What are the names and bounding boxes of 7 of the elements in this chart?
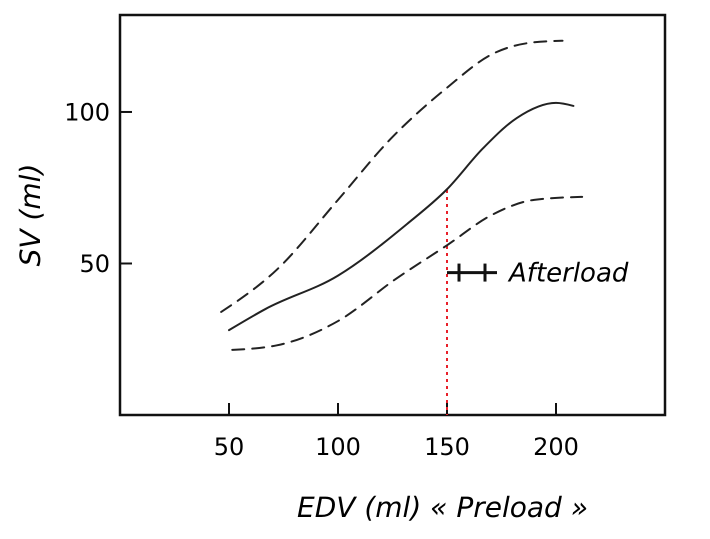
annotation: Afterload (507, 258, 629, 289)
x-tick-label: 100 (315, 433, 361, 461)
y-axis-title: SV (ml) (14, 164, 47, 266)
x-tick-label: 150 (424, 433, 470, 461)
x-tick-label: 50 (214, 433, 244, 461)
x-axis-title: EDV (ml) « Preload » (297, 491, 588, 524)
x-tick-label: 200 (533, 433, 579, 461)
